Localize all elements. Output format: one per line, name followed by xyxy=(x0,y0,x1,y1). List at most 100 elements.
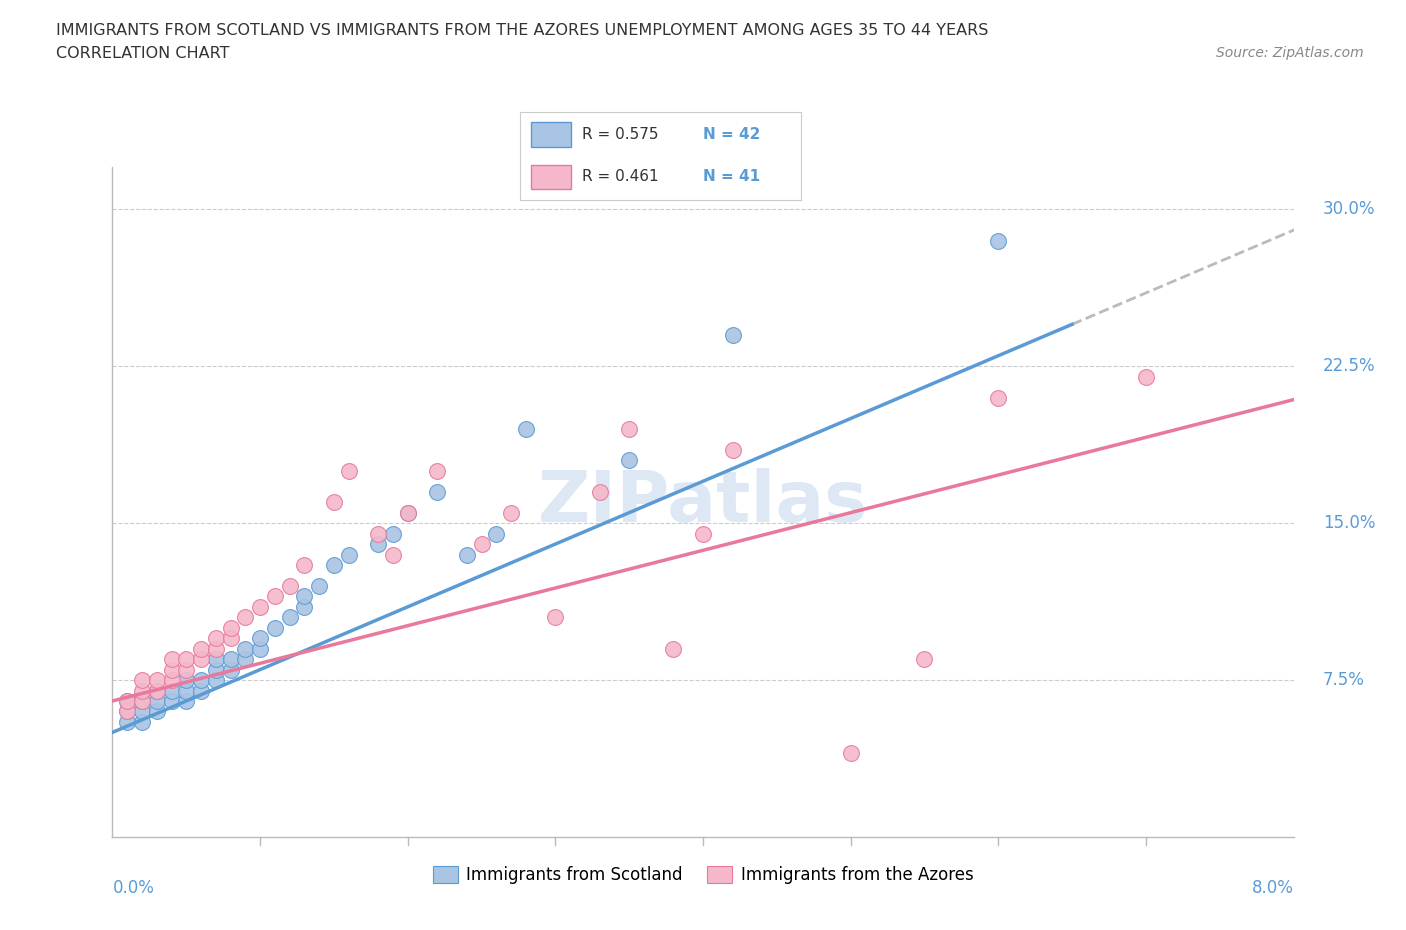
Point xyxy=(160,652,183,667)
Point xyxy=(131,704,153,719)
Point xyxy=(308,578,330,593)
Point xyxy=(323,495,346,510)
Point xyxy=(485,526,508,541)
Text: R = 0.575: R = 0.575 xyxy=(582,126,658,141)
Point xyxy=(205,642,228,657)
Point xyxy=(1135,369,1157,384)
Point xyxy=(205,652,228,667)
Point xyxy=(174,662,197,677)
Point xyxy=(146,683,169,698)
Point xyxy=(382,526,405,541)
Bar xyxy=(531,122,571,147)
Point xyxy=(146,704,169,719)
Point xyxy=(292,600,315,615)
Point xyxy=(117,704,138,719)
Point xyxy=(117,694,138,709)
Point xyxy=(174,694,197,709)
Bar xyxy=(531,165,571,190)
Point xyxy=(190,672,212,687)
Point xyxy=(471,537,494,551)
Point xyxy=(249,600,271,615)
Point xyxy=(219,631,242,645)
Point xyxy=(233,610,256,625)
Point xyxy=(174,683,197,698)
Point xyxy=(174,652,197,667)
Point xyxy=(367,537,389,551)
Point xyxy=(721,327,744,342)
Text: Source: ZipAtlas.com: Source: ZipAtlas.com xyxy=(1216,46,1364,60)
Point xyxy=(117,714,138,729)
Point xyxy=(219,662,242,677)
Text: 8.0%: 8.0% xyxy=(1251,879,1294,897)
Point xyxy=(839,746,862,761)
Point xyxy=(160,694,183,709)
Text: 22.5%: 22.5% xyxy=(1323,357,1375,375)
Point xyxy=(501,505,523,520)
Point xyxy=(190,683,212,698)
Point xyxy=(146,694,169,709)
Point xyxy=(131,714,153,729)
Point xyxy=(396,505,419,520)
Point xyxy=(190,652,212,667)
Point xyxy=(205,662,228,677)
Text: 15.0%: 15.0% xyxy=(1323,514,1375,532)
Legend: Immigrants from Scotland, Immigrants from the Azores: Immigrants from Scotland, Immigrants fro… xyxy=(425,857,981,892)
Point xyxy=(619,421,641,436)
Text: N = 42: N = 42 xyxy=(703,126,761,141)
Point xyxy=(205,672,228,687)
Point xyxy=(160,662,183,677)
Point xyxy=(292,589,315,604)
Point xyxy=(219,652,242,667)
Text: N = 41: N = 41 xyxy=(703,169,761,184)
Point xyxy=(692,526,714,541)
Point xyxy=(131,683,153,698)
Point xyxy=(278,610,301,625)
Point xyxy=(160,683,183,698)
Point xyxy=(456,547,478,562)
Point xyxy=(131,694,153,709)
Text: ZIPatlas: ZIPatlas xyxy=(538,468,868,537)
Point xyxy=(337,463,360,478)
Text: CORRELATION CHART: CORRELATION CHART xyxy=(56,46,229,61)
Point xyxy=(264,620,287,635)
Text: 30.0%: 30.0% xyxy=(1323,200,1375,219)
Point xyxy=(515,421,537,436)
Point xyxy=(205,631,228,645)
Point xyxy=(131,694,153,709)
Point xyxy=(249,631,271,645)
Point xyxy=(146,672,169,687)
Text: IMMIGRANTS FROM SCOTLAND VS IMMIGRANTS FROM THE AZORES UNEMPLOYMENT AMONG AGES 3: IMMIGRANTS FROM SCOTLAND VS IMMIGRANTS F… xyxy=(56,23,988,38)
Point xyxy=(987,233,1010,248)
Point xyxy=(544,610,567,625)
Point xyxy=(396,505,419,520)
Point xyxy=(382,547,405,562)
Point xyxy=(174,672,197,687)
Point xyxy=(987,391,1010,405)
Point xyxy=(721,443,744,458)
Point xyxy=(146,683,169,698)
Point xyxy=(914,652,936,667)
Point xyxy=(131,672,153,687)
Text: R = 0.461: R = 0.461 xyxy=(582,169,658,184)
Point xyxy=(249,642,271,657)
Point xyxy=(219,620,242,635)
Point xyxy=(278,578,301,593)
Text: 0.0%: 0.0% xyxy=(112,879,155,897)
Point xyxy=(117,694,138,709)
Point xyxy=(233,642,256,657)
Point xyxy=(337,547,360,562)
Point xyxy=(426,463,449,478)
Text: 7.5%: 7.5% xyxy=(1323,671,1365,689)
Point xyxy=(662,642,685,657)
Point xyxy=(292,558,315,573)
Point xyxy=(264,589,287,604)
Point xyxy=(367,526,389,541)
Point xyxy=(619,453,641,468)
Point xyxy=(117,704,138,719)
Point xyxy=(190,642,212,657)
Point xyxy=(323,558,346,573)
Point xyxy=(588,485,610,499)
Point xyxy=(233,652,256,667)
Point xyxy=(426,485,449,499)
Point xyxy=(160,672,183,687)
